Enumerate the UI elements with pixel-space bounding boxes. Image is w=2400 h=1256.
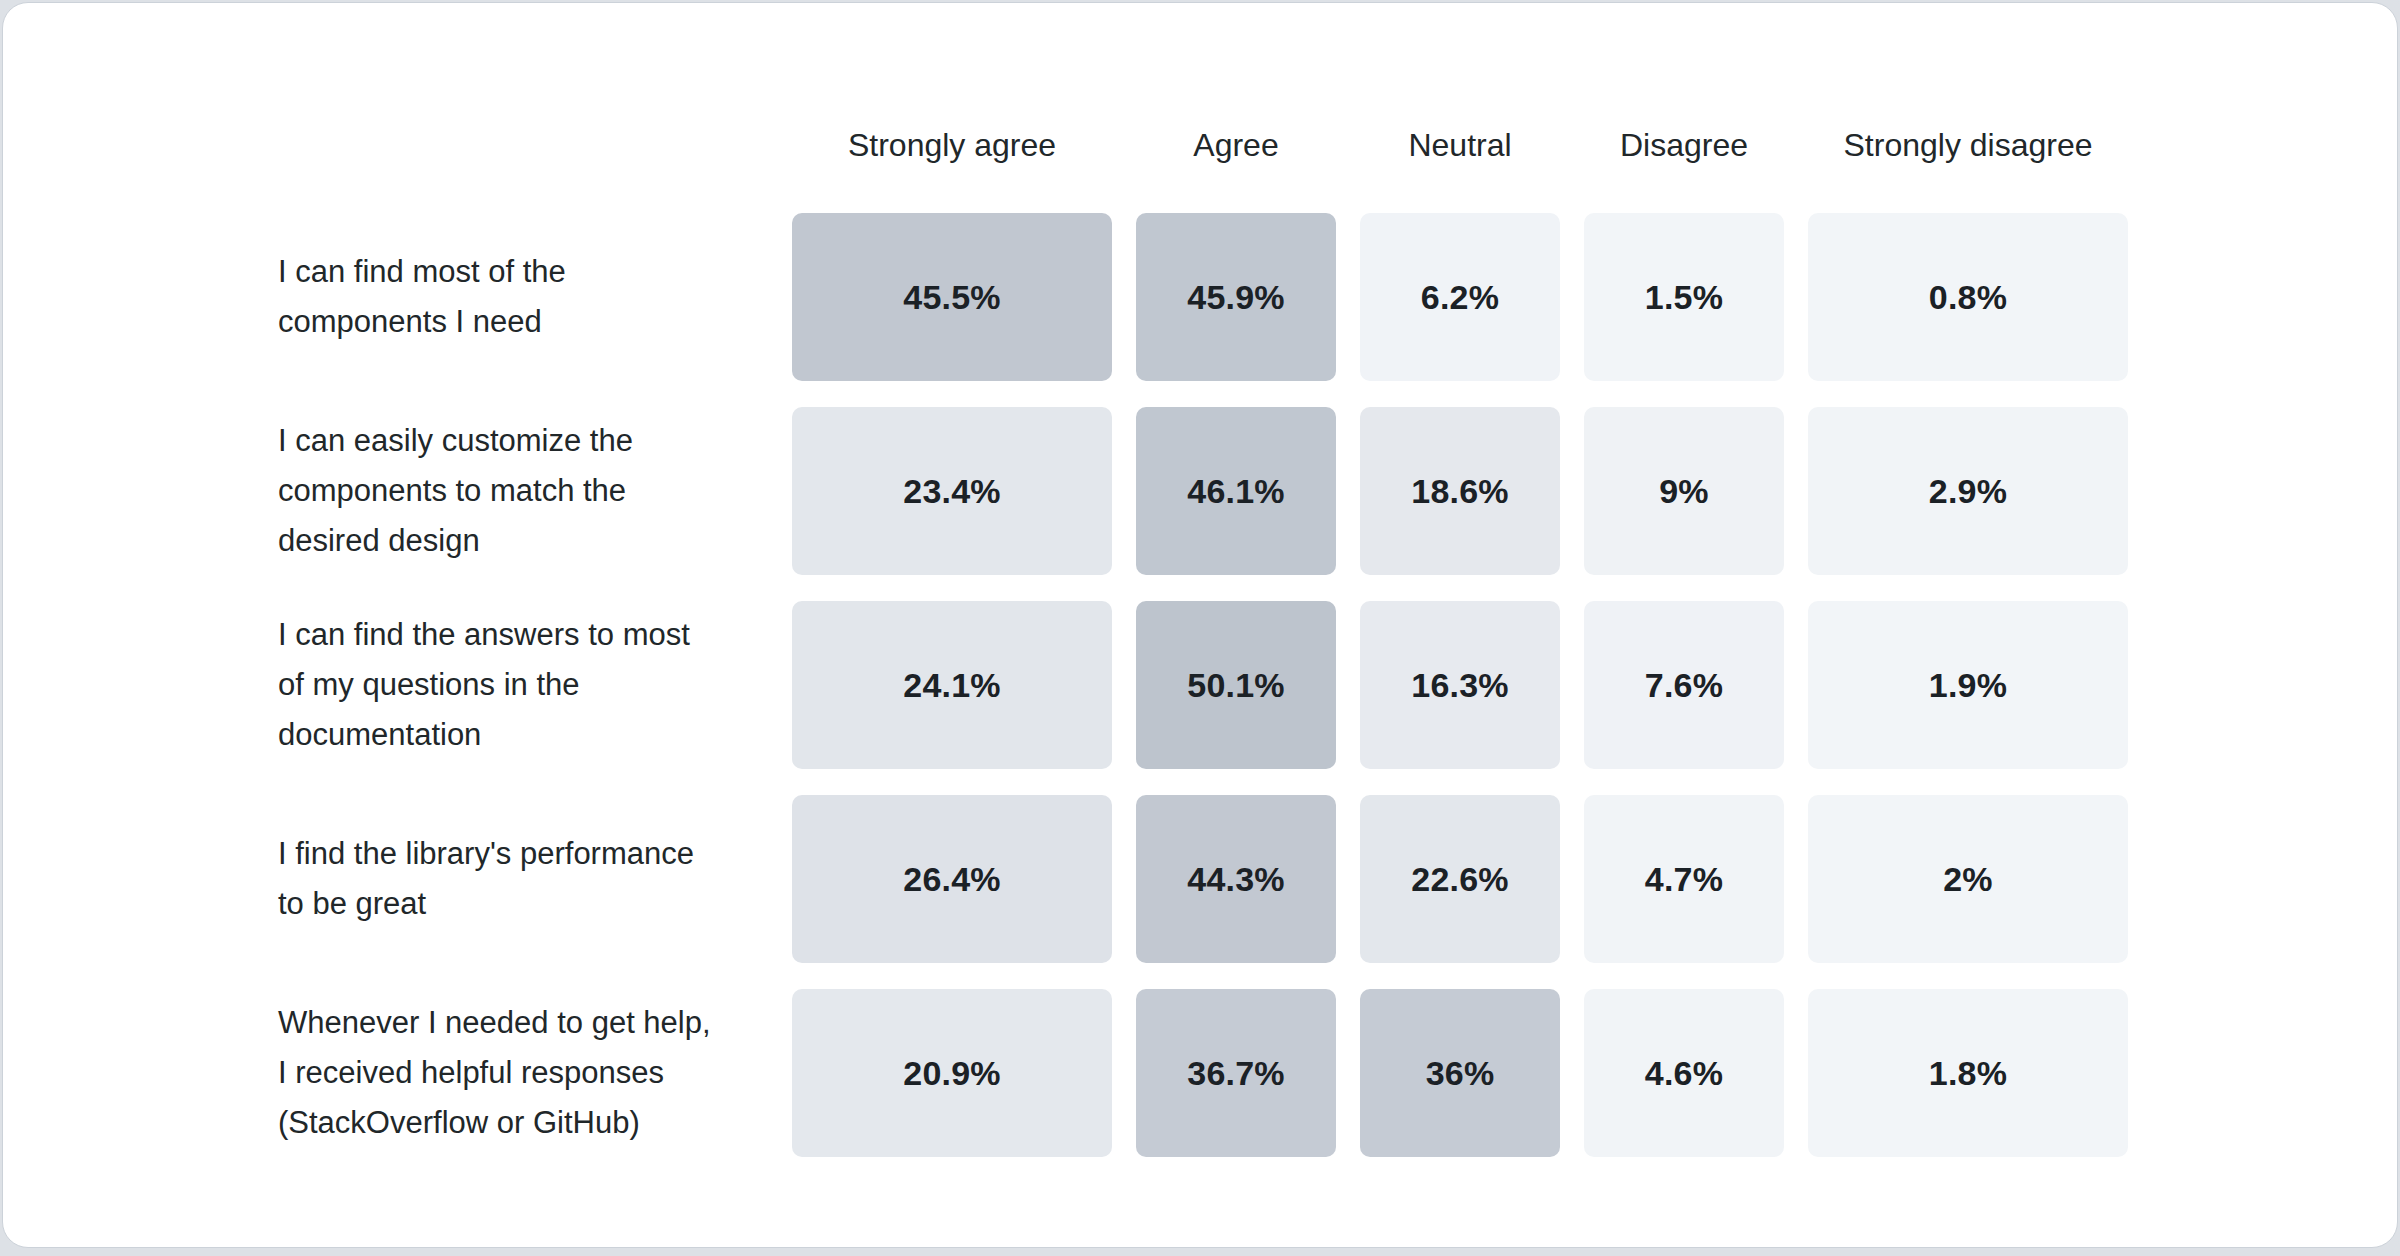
row-label-line: components to match the [278,466,633,516]
cell-value: 50.1% [1187,666,1284,705]
heatmap-cell-r3-c1: 44.3% [1136,795,1336,963]
cell-value: 4.6% [1645,1054,1723,1093]
likert-heatmap: Strongly agree Agree Neutral Disagree Strong… [278,103,2128,1157]
cell-value: 26.4% [903,860,1000,899]
row-label-line: I can easily customize the [278,416,633,466]
row-label-line: (StackOverflow or GitHub) [278,1098,711,1148]
heatmap-cell-r4-c4: 1.8% [1808,989,2128,1157]
row-label-line: documentation [278,710,690,760]
cell-value: 24.1% [903,666,1000,705]
heatmap-cell-r2-c3: 7.6% [1584,601,1784,769]
cell-value: 0.8% [1929,278,2007,317]
row-label-3: I find the library's performanceto be gr… [278,795,768,963]
cell-value: 36.7% [1187,1054,1284,1093]
heatmap-cell-r4-c3: 4.6% [1584,989,1784,1157]
heatmap-cell-r4-c1: 36.7% [1136,989,1336,1157]
cell-value: 45.5% [903,278,1000,317]
heatmap-cell-r1-c1: 46.1% [1136,407,1336,575]
heatmap-cell-r0-c4: 0.8% [1808,213,2128,381]
heatmap-cell-r0-c3: 1.5% [1584,213,1784,381]
column-header-agree: Agree [1136,103,1336,187]
heatmap-cell-r1-c0: 23.4% [792,407,1112,575]
row-label-0: I can find most of thecomponents I need [278,213,768,381]
cell-value: 1.8% [1929,1054,2007,1093]
heatmap-cell-r4-c2: 36% [1360,989,1560,1157]
heatmap-cell-r0-c0: 45.5% [792,213,1112,381]
cell-value: 20.9% [903,1054,1000,1093]
heatmap-grid: Strongly agree Agree Neutral Disagree Strong… [278,103,2128,1157]
heatmap-cell-r0-c2: 6.2% [1360,213,1560,381]
heatmap-cell-r2-c1: 50.1% [1136,601,1336,769]
heatmap-cell-r1-c4: 2.9% [1808,407,2128,575]
cell-value: 6.2% [1421,278,1499,317]
row-label-line: I can find most of the [278,247,566,297]
column-header-strongly-agree: Strongly agree [792,103,1112,187]
row-label-4: Whenever I needed to get help,I received… [278,989,768,1157]
survey-results-screen: Strongly agree Agree Neutral Disagree Strong… [0,0,2400,1256]
heatmap-cell-r3-c3: 4.7% [1584,795,1784,963]
column-header-disagree: Disagree [1584,103,1784,187]
cell-value: 44.3% [1187,860,1284,899]
cell-value: 22.6% [1411,860,1508,899]
cell-value: 9% [1659,472,1709,511]
heatmap-cell-r2-c2: 16.3% [1360,601,1560,769]
row-label-line: I find the library's performance [278,829,694,879]
row-label-line: Whenever I needed to get help, [278,998,711,1048]
heatmap-cell-r4-c0: 20.9% [792,989,1112,1157]
cell-value: 18.6% [1411,472,1508,511]
heatmap-cell-r2-c0: 24.1% [792,601,1112,769]
heatmap-cell-r1-c2: 18.6% [1360,407,1560,575]
cell-value: 1.9% [1929,666,2007,705]
cell-value: 1.5% [1645,278,1723,317]
cell-value: 2.9% [1929,472,2007,511]
heatmap-cell-r3-c4: 2% [1808,795,2128,963]
cell-value: 46.1% [1187,472,1284,511]
cell-value: 7.6% [1645,666,1723,705]
cell-value: 45.9% [1187,278,1284,317]
heatmap-cell-r0-c1: 45.9% [1136,213,1336,381]
heatmap-cell-r2-c4: 1.9% [1808,601,2128,769]
row-label-line: of my questions in the [278,660,690,710]
heatmap-cell-r3-c2: 22.6% [1360,795,1560,963]
column-header-strongly-disagree: Strongly disagree [1808,103,2128,187]
row-label-line: desired design [278,516,633,566]
heatmap-cell-r1-c3: 9% [1584,407,1784,575]
cell-value: 16.3% [1411,666,1508,705]
corner-spacer [278,103,768,187]
row-label-2: I can find the answers to mostof my ques… [278,601,768,769]
cell-value: 4.7% [1645,860,1723,899]
row-label-line: I can find the answers to most [278,610,690,660]
row-label-line: components I need [278,297,566,347]
cell-value: 36% [1426,1054,1495,1093]
column-header-neutral: Neutral [1360,103,1560,187]
heatmap-cell-r3-c0: 26.4% [792,795,1112,963]
cell-value: 2% [1943,860,1993,899]
row-label-line: I received helpful responses [278,1048,711,1098]
row-label-line: to be great [278,879,694,929]
row-label-1: I can easily customize thecomponents to … [278,407,768,575]
cell-value: 23.4% [903,472,1000,511]
results-card: Strongly agree Agree Neutral Disagree Strong… [2,2,2398,1248]
